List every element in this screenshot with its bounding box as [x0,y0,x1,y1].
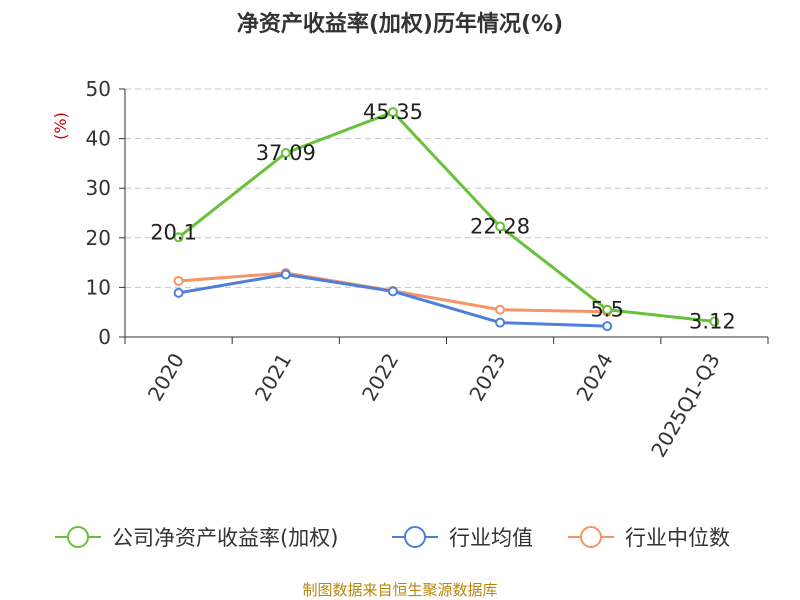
x-tick-label: 2025Q1-Q3 [646,349,725,461]
data-label: 5.5 [591,298,624,322]
data-point [495,221,506,232]
data-point [280,269,291,280]
legend-marker [404,526,426,548]
grid-lines [125,88,768,288]
x-tick-label: 2022 [357,349,403,405]
data-labels: 20.1 37.09 45.35 22.28 5.5 3.12 [150,100,736,333]
data-point [602,304,613,315]
x-tick-label: 2024 [571,349,617,405]
y-tick-label: 0 [98,325,111,349]
series-group [173,107,720,332]
legend-label: 行业均值 [449,526,533,550]
chart-title: 净资产收益率(加权)历年情况(%) [237,11,563,37]
series-line-1 [178,273,608,328]
data-label: 3.12 [689,310,736,334]
data-point [173,287,184,298]
data-point [709,316,720,327]
legend-label: 行业中位数 [625,526,730,550]
data-point [173,275,184,286]
x-tick-label: 2023 [464,349,510,405]
legend: 公司净资产收益率(加权) 行业均值 行业中位数 [55,526,730,550]
data-point [387,286,398,297]
y-axis-label: (%) [51,112,70,140]
legend-label: 公司净资产收益率(加权) [112,526,338,550]
source-note: 制图数据来自恒生聚源数据库 [302,581,497,599]
y-tick-label: 50 [86,77,111,101]
data-label: 22.28 [470,214,530,238]
y-tick-label: 30 [86,176,111,200]
data-label: 45.35 [363,100,423,124]
y-tick-label: 10 [86,275,111,299]
data-point [495,317,506,328]
data-point [495,304,506,315]
legend-marker [580,526,602,548]
axes: 0 10 20 30 40 50 2020 2021 2022 2023 2024 2025Q1-Q3 [86,77,769,461]
y-tick-label: 40 [86,127,111,151]
data-point [602,321,613,332]
data-point [280,148,291,159]
legend-marker [67,526,89,548]
data-point [387,107,398,118]
x-tick-label: 2021 [250,349,296,405]
data-label: 37.09 [256,141,316,165]
x-tick-label: 2020 [143,349,189,405]
data-label: 20.1 [150,220,197,244]
data-point [173,232,184,243]
series-line-0 [177,110,715,324]
y-tick-label: 20 [86,226,111,250]
